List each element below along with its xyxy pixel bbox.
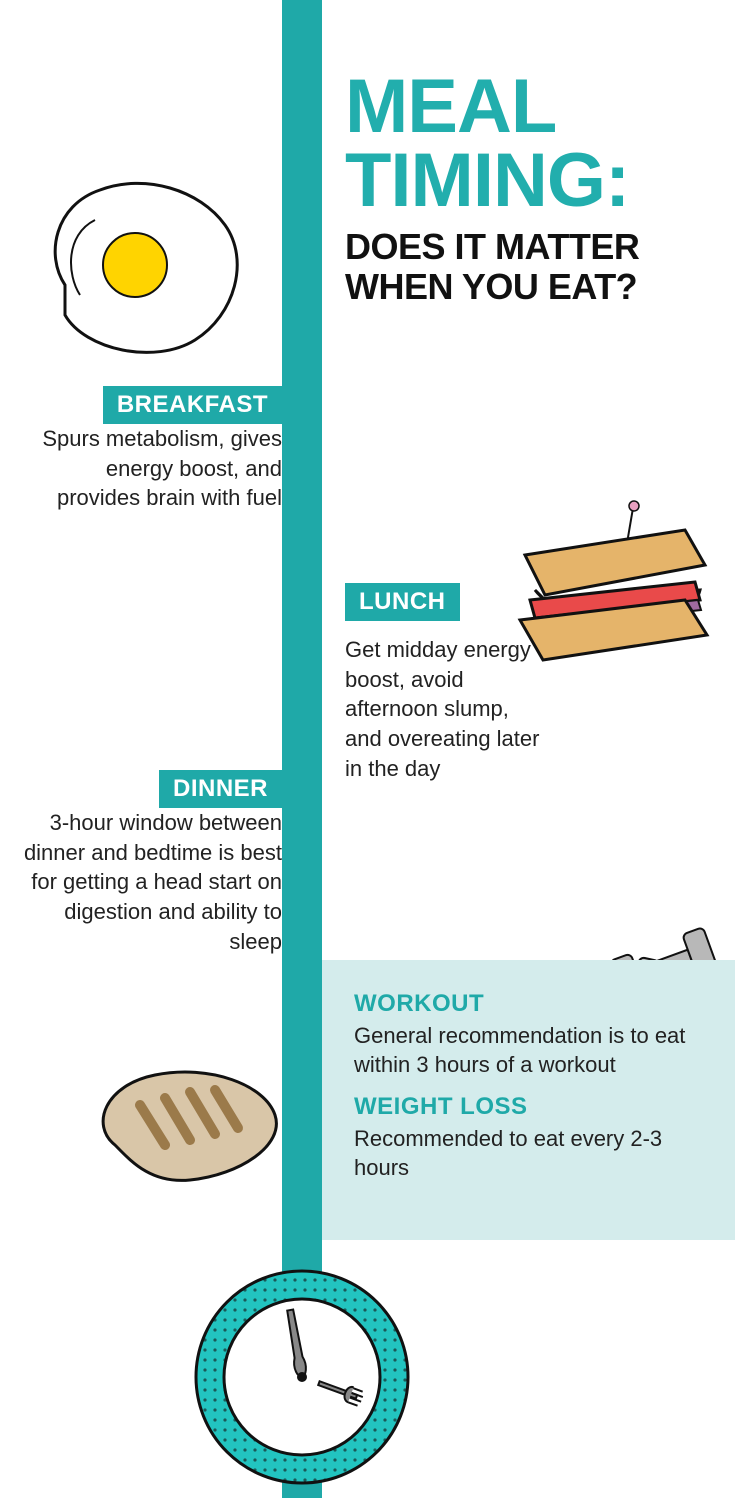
title-block: MEAL TIMING: DOES IT MATTER WHEN YOU EAT… (345, 70, 705, 306)
steak-icon (80, 1060, 285, 1190)
breakfast-body: Spurs metabolism, gives energy boost, an… (34, 424, 282, 513)
fried-egg-icon (25, 165, 255, 365)
extras-workout-body: General recommendation is to eat within … (354, 1022, 707, 1079)
section-lunch: LUNCH Get midday energy boost, avoid aft… (345, 583, 540, 783)
section-dinner: DINNER 3-hour window between dinner and … (22, 770, 282, 956)
clock-icon (190, 1265, 415, 1490)
section-breakfast: BREAKFAST Spurs metabolism, gives energy… (34, 386, 282, 513)
breakfast-tag: BREAKFAST (103, 386, 282, 424)
dinner-body: 3-hour window between dinner and bedtime… (22, 808, 282, 956)
title-main: MEAL TIMING: (345, 70, 705, 219)
dinner-tag: DINNER (159, 770, 282, 808)
extras-weightloss-body: Recommended to eat every 2-3 hours (354, 1125, 707, 1182)
extras-panel: WORKOUT General recommendation is to eat… (322, 960, 735, 1240)
lunch-tag: LUNCH (345, 583, 460, 621)
lunch-body: Get midday energy boost, avoid afternoon… (345, 635, 540, 783)
title-sub: DOES IT MATTER WHEN YOU EAT? (345, 227, 705, 306)
extras-workout-heading: WORKOUT (354, 990, 707, 1018)
extras-weightloss-heading: WEIGHT LOSS (354, 1093, 707, 1121)
